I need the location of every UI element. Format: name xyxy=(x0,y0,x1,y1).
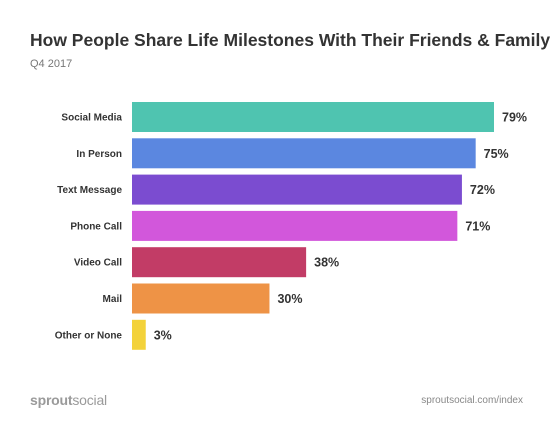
category-label-mail: Mail xyxy=(103,294,123,305)
logo-bold-text: sprout xyxy=(30,392,73,408)
chart-subtitle: Q4 2017 xyxy=(30,58,73,70)
value-label-other-or-none: 3% xyxy=(154,328,172,342)
bar-other-or-none xyxy=(132,319,146,350)
chart-title: How People Share Life Milestones With Th… xyxy=(30,30,551,50)
value-label-phone-call: 71% xyxy=(465,219,490,233)
value-label-social-media: 79% xyxy=(502,111,527,125)
bar-mail xyxy=(132,283,270,314)
bar-text-message xyxy=(132,174,462,205)
value-label-mail: 30% xyxy=(277,292,302,306)
bar-chart: Social Media 79% In Person 75% Text Message 7… xyxy=(55,102,527,350)
bar-social-media xyxy=(132,102,494,132)
bar-phone-call xyxy=(132,210,458,241)
category-label-text-message: Text Message xyxy=(57,185,122,196)
category-label-other-or-none: Other or None xyxy=(55,330,123,341)
logo-light-text: social xyxy=(72,392,107,408)
category-label-phone-call: Phone Call xyxy=(70,221,122,232)
bar-in-person xyxy=(132,138,476,169)
value-label-text-message: 72% xyxy=(470,183,495,197)
category-label-in-person: In Person xyxy=(76,149,122,160)
source-url: sproutsocial.com/index xyxy=(421,395,523,406)
value-label-video-call: 38% xyxy=(314,256,339,270)
category-label-video-call: Video Call xyxy=(74,258,122,269)
sproutsocial-logo: sproutsocial xyxy=(30,392,107,408)
category-label-social-media: Social Media xyxy=(61,113,122,124)
value-label-in-person: 75% xyxy=(484,147,509,161)
bar-video-call xyxy=(132,247,307,278)
